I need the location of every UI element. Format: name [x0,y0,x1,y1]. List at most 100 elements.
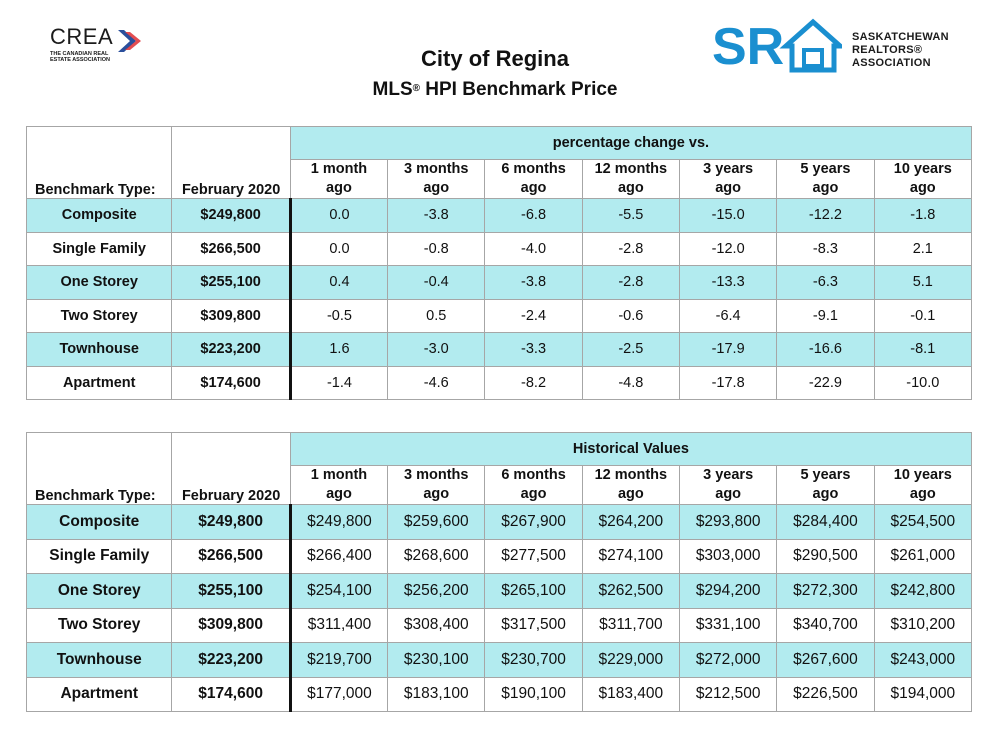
column-header-line: ago [520,486,547,502]
benchmark-price-cell: $255,100 [171,265,292,300]
value-cell: $310,200 [873,607,973,643]
value-cell: $272,300 [776,573,875,609]
value-cell: $219,700 [289,642,389,678]
value-cell: $243,000 [873,642,973,678]
sra-name-line: ASSOCIATION [852,57,931,69]
column-header-line: 12 months [594,467,668,483]
column-header: 5 years ago [776,465,875,505]
value-cell: $303,000 [678,538,778,574]
historical-values-table: Benchmark Type: February 2020 Historical… [25,432,973,712]
value-cell: $230,700 [484,642,583,678]
column-header-line: 5 years [800,467,851,483]
header-benchmark-type-cell: Benchmark Type: [25,432,173,505]
value-cell: -6.8 [484,198,583,233]
value-cell: $261,000 [873,538,973,574]
value-cell: -0.6 [581,298,680,333]
benchmark-price-cell: $266,500 [171,231,292,266]
value-cell: $183,100 [387,676,486,712]
benchmark-type-cell: One Storey [25,573,173,609]
column-header-row: 1 month ago 3 months ago 6 months ago 12 month… [27,465,973,505]
column-header: 6 months ago [484,465,583,505]
value-cell: $277,500 [484,538,583,574]
value-cell: -9.1 [776,298,875,333]
percentage-change-table: Benchmark Type: February 2020 percentage… [25,126,973,400]
page-title: City of Regina [421,46,569,71]
table-row: Townhouse $223,200 $219,700 $230,100 $230,70… [25,642,973,678]
column-header-line: ago [715,180,742,196]
column-header: 10 years ago [873,159,973,199]
column-header-line: 12 months [594,161,668,177]
column-header: 3 months ago [387,159,486,199]
value-cell: $267,900 [484,504,583,540]
value-cell: $331,100 [678,607,778,643]
benchmark-type-cell: Composite [25,504,173,540]
column-header-line: 1 month [310,467,368,483]
value-cell: $242,800 [873,573,973,609]
column-header-line: ago [715,486,742,502]
benchmark-price-cell: $309,800 [171,298,292,333]
column-header-line: 3 years [703,467,754,483]
value-cell: $194,000 [873,676,973,712]
benchmark-price-cell: $223,200 [171,642,292,678]
value-cell: $340,700 [776,607,875,643]
column-header: 12 months ago [581,465,681,505]
benchmark-type-cell: Townhouse [25,642,173,678]
column-header-line: ago [326,180,352,196]
value-cell: -4.8 [581,365,680,400]
value-cell: $266,400 [289,538,389,574]
table-row: Composite $249,800 $249,800 $259,600 $267,90… [25,504,973,540]
column-header-line: ago [617,180,644,196]
crea-wordmark: CREA [50,24,114,49]
sra-logo: SR SASKATCHEWAN REALTORS® ASSOCIATION [712,16,962,76]
value-cell: 0.0 [289,231,389,266]
value-cell: $272,000 [678,642,778,678]
value-cell: -0.4 [387,265,486,300]
value-cell: $190,100 [484,676,583,712]
crea-tagline: THE CANADIAN REAL ESTATE ASSOCIATION [50,51,110,63]
value-cell: -10.0 [873,365,973,400]
column-header-line: ago [909,180,936,196]
benchmark-type-cell: Two Storey [25,298,173,333]
sra-name-line: SASKATCHEWAN [852,31,949,43]
benchmark-price-cell: $174,600 [171,676,292,712]
benchmark-type-cell: Composite [25,198,173,233]
benchmark-type-cell: One Storey [25,265,173,300]
value-cell: -2.5 [581,332,680,367]
header-period-cell: February 2020 [171,126,291,199]
value-cell: $284,400 [776,504,875,540]
column-header-line: ago [812,486,839,502]
value-cell: -1.4 [289,365,389,400]
benchmark-price-cell: $255,100 [171,573,292,609]
value-cell: -0.1 [873,298,973,333]
table-row: Apartment $174,600 $177,000 $183,100 $190,10… [25,676,973,712]
column-header-line: 3 months [404,161,469,177]
column-header: 3 years ago [678,159,778,199]
table-row: Apartment $174,600 -1.4 -4.6 -8.2 -4.8 -17.8 -2… [25,365,973,400]
column-header: 3 months ago [387,465,486,505]
column-header-line: 3 months [404,467,469,483]
registered-mark: ® [412,83,420,94]
column-header-line: 6 months [501,161,566,177]
value-cell: -2.4 [484,298,583,333]
column-header-line: ago [520,180,547,196]
value-cell: -5.5 [581,198,680,233]
value-cell: $293,800 [678,504,778,540]
value-cell: $265,100 [484,573,583,609]
value-cell: -2.8 [581,231,680,266]
table-row: One Storey $255,100 0.4 -0.4 -3.8 -2.8 -13.3 -6… [25,265,973,300]
benchmark-price-cell: $309,800 [171,607,292,643]
benchmark-price-cell: $223,200 [171,332,292,367]
value-cell: $256,200 [387,573,486,609]
value-cell: $311,400 [289,607,389,643]
value-cell: -0.8 [387,231,486,266]
value-cell: $259,600 [387,504,486,540]
column-header: 10 years ago [873,465,973,505]
column-header-line: 10 years [893,467,952,483]
column-header-line: 5 years [800,161,851,177]
value-cell: 0.0 [289,198,389,233]
value-cell: $267,600 [776,642,875,678]
value-cell: $317,500 [484,607,583,643]
benchmark-price-cell: $249,800 [171,504,292,540]
value-cell: $274,100 [581,538,681,574]
value-cell: -15.0 [678,198,778,233]
